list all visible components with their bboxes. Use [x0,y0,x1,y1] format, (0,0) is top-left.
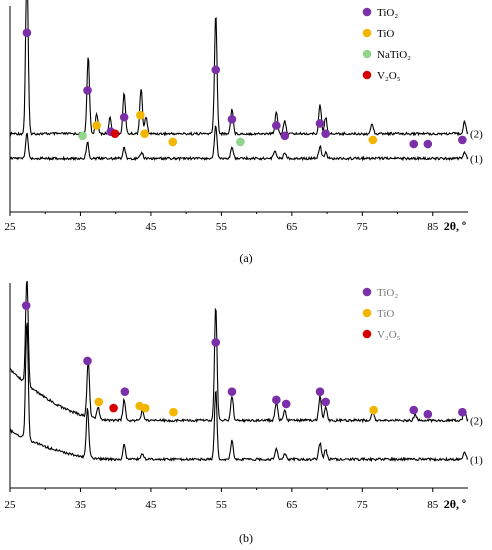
x-tick-label: 85 [427,499,439,511]
x-tick-label: 45 [145,499,157,511]
xrd-trace-0 [9,280,469,424]
phase-marker [169,407,178,417]
legend-label: NaTiO₂ [377,49,411,61]
phase-marker [227,115,237,124]
phase-marker [315,387,325,396]
legend-swatch [362,287,372,297]
phase-marker [321,397,330,407]
phase-marker [92,121,101,130]
x-tick-label: 35 [75,499,87,511]
phase-marker [409,139,419,149]
legend-swatch [362,28,372,38]
phase-marker [78,131,87,141]
x-tick-label: 85 [427,221,439,233]
phase-marker [369,405,378,415]
x-tick-label: 25 [5,499,17,511]
phase-marker [119,112,129,122]
x-tick-label: 25 [5,221,17,233]
panel-caption: (b) [239,531,253,545]
phase-marker [315,119,325,128]
phase-marker [423,139,433,149]
phase-marker [280,131,290,141]
x-tick-label: 35 [75,221,87,233]
legend-label: TiO [377,308,394,320]
legend-label: V₂O₅ [377,329,401,341]
legend-label: TiO [377,28,394,40]
legend-swatch [362,49,372,59]
phase-marker [94,397,104,407]
phase-marker [120,387,130,396]
phase-marker [168,137,178,147]
legend-swatch [362,7,372,17]
phase-marker [368,135,378,145]
phase-marker [227,387,237,396]
x-tick-label: 75 [357,221,369,233]
phase-marker [272,121,281,130]
xrd-trace-0 [9,0,469,137]
phase-marker [458,407,467,417]
legend-swatch [362,308,372,318]
phase-marker [281,399,291,409]
legend-label: V₂O₅ [377,70,401,82]
x-tick-label: 55 [216,499,228,511]
chart-panel-a: 25 35 45 55 65 75 85 2θ, º (2) (1) TiO₂ TiO NaTiO₂ V₂… [5,0,483,265]
xrd-trace-1 [9,125,469,162]
phase-marker [140,403,150,413]
phase-marker [22,28,32,38]
phase-marker [409,405,419,415]
legend-label: TiO₂ [377,287,398,299]
panel-caption: (a) [239,251,252,265]
x-tick-label: 65 [286,499,298,511]
phase-marker [83,86,92,95]
chart-panel-b: 25 35 45 55 65 75 85 2θ, º (2) (1) TiO₂ TiO V₂O₅ (b) [5,280,483,545]
phase-marker [236,137,245,147]
trace-label: (1) [470,153,483,165]
phase-marker [423,409,433,419]
x-tick-label: 55 [216,221,228,233]
trace-label: (1) [470,454,483,466]
x-axis-title: 2θ, º [444,497,466,511]
phase-marker [136,110,145,120]
x-tick-label: 45 [145,221,157,233]
phase-marker [211,338,221,347]
phase-marker [211,65,221,75]
phase-marker [272,395,281,405]
phase-marker [321,129,330,139]
x-tick-label: 65 [286,221,298,233]
x-axis-title: 2θ, º [444,219,466,233]
legend-label: TiO₂ [377,7,398,19]
phase-marker [110,129,120,139]
phase-marker [83,356,92,366]
phase-marker [21,301,31,310]
phase-marker [109,403,118,413]
phase-marker [458,135,467,145]
phase-marker [140,129,149,139]
legend-swatch [362,329,372,339]
xrd-trace-1 [9,322,469,463]
legend-swatch [362,70,372,80]
x-tick-label: 75 [357,499,369,511]
trace-label: (2) [470,415,483,427]
trace-label: (2) [470,129,483,141]
